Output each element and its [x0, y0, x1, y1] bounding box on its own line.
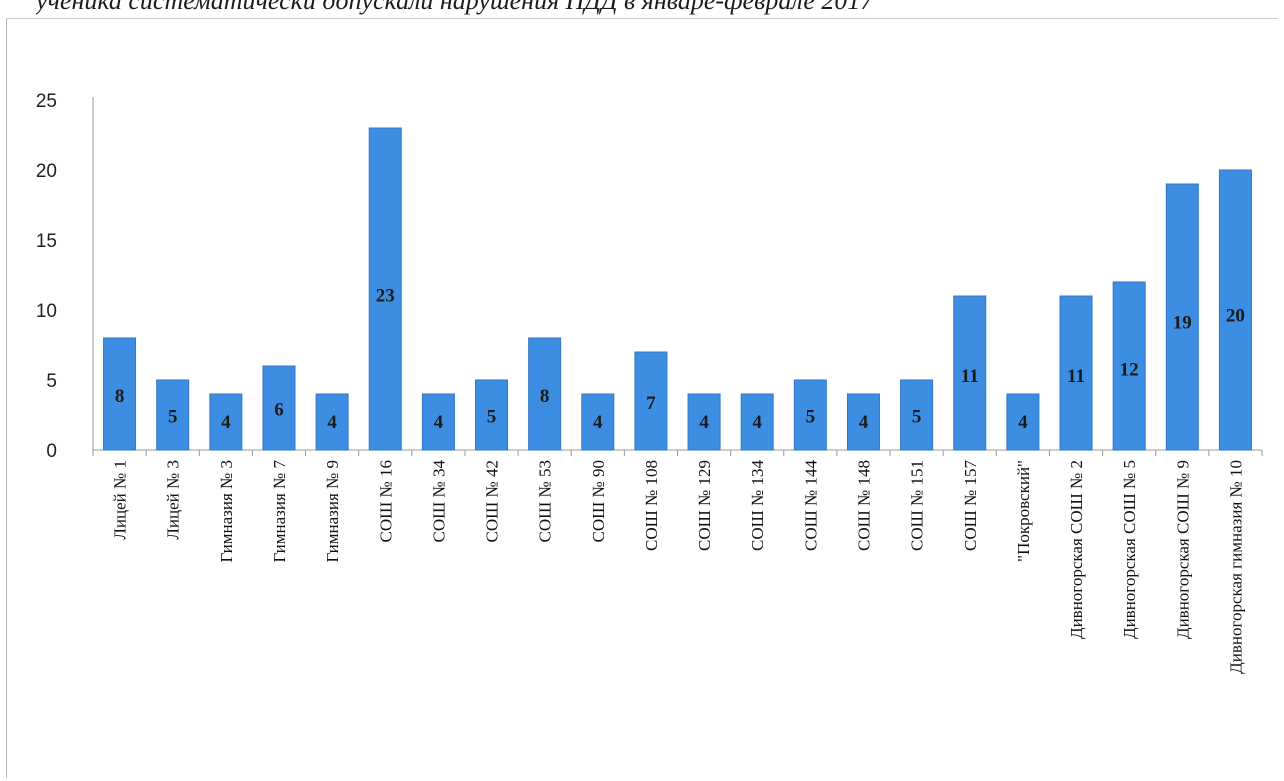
data-label: 19	[1173, 312, 1192, 333]
data-label: 4	[434, 412, 444, 433]
data-label: 23	[376, 285, 395, 306]
bar	[475, 379, 509, 451]
y-tick-label: 20	[36, 161, 57, 182]
data-label: 4	[327, 412, 337, 433]
bar	[846, 393, 880, 451]
data-label: 6	[274, 400, 284, 421]
bar	[793, 379, 827, 451]
bar	[1006, 393, 1040, 451]
data-label: 5	[912, 406, 922, 427]
bar	[740, 393, 774, 451]
data-label: 5	[487, 406, 497, 427]
x-tick-label: Дивногорская СОШ № 2	[1067, 460, 1086, 639]
data-label: 8	[115, 386, 125, 407]
data-label: 4	[1018, 412, 1028, 433]
chart-frame	[6, 18, 1278, 778]
bar	[1218, 169, 1252, 451]
x-tick-label: Гимназия № 3	[217, 460, 236, 563]
bar	[581, 393, 615, 451]
x-tick-label: СОШ № 90	[589, 460, 608, 543]
bar	[156, 379, 190, 451]
x-tick-label: СОШ № 53	[536, 460, 555, 543]
data-label: 4	[699, 412, 709, 433]
bar	[209, 393, 243, 451]
y-tick-label: 25	[36, 91, 57, 112]
x-tick-label: СОШ № 134	[748, 460, 767, 551]
data-label: 4	[859, 412, 869, 433]
data-label: 4	[593, 412, 603, 433]
y-tick-label: 15	[36, 231, 57, 252]
x-tick-label: СОШ № 148	[854, 460, 873, 551]
bar	[953, 295, 987, 451]
data-label: 4	[752, 412, 762, 433]
x-tick-label: Лицей № 1	[111, 460, 130, 540]
x-tick-label: Дивногорская СОШ № 5	[1120, 460, 1139, 639]
bar	[103, 337, 137, 451]
bar	[315, 393, 349, 451]
x-tick-label: СОШ № 129	[695, 460, 714, 551]
bar	[900, 379, 934, 451]
x-tick-label: СОШ № 42	[483, 460, 502, 543]
data-label: 20	[1226, 306, 1245, 327]
data-label: 5	[806, 406, 816, 427]
data-label: 11	[961, 366, 979, 387]
bar	[368, 127, 402, 451]
data-label: 11	[1067, 366, 1085, 387]
x-tick-label: СОШ № 144	[801, 460, 820, 551]
bar	[1059, 295, 1093, 451]
bar	[528, 337, 562, 451]
x-tick-label: Дивногорская СОШ № 9	[1173, 460, 1192, 639]
x-tick-label: СОШ № 34	[429, 460, 448, 543]
x-tick-label: Лицей № 3	[164, 460, 183, 540]
bar	[634, 351, 668, 451]
data-label: 5	[168, 406, 178, 427]
x-tick-label: Гимназия № 7	[270, 460, 289, 563]
bar	[1165, 183, 1199, 451]
data-label: 4	[221, 412, 231, 433]
bar	[262, 365, 296, 451]
x-tick-label: "Покровский"	[1014, 460, 1033, 562]
bar	[421, 393, 455, 451]
x-tick-label: СОШ № 16	[376, 460, 395, 543]
data-label: 7	[646, 393, 656, 414]
bar	[687, 393, 721, 451]
chart-caption: ученика систематически допускали нарушен…	[36, 0, 874, 15]
x-tick-label: Гимназия № 9	[323, 460, 342, 563]
y-tick-label: 0	[46, 441, 57, 462]
data-label: 8	[540, 386, 550, 407]
bar	[1112, 281, 1146, 451]
x-tick-label: СОШ № 151	[908, 460, 927, 551]
data-label: 12	[1120, 359, 1139, 380]
y-tick-label: 5	[46, 371, 57, 392]
x-tick-label: СОШ № 108	[642, 460, 661, 551]
x-tick-label: Дивногорская гимназия № 10	[1226, 460, 1245, 674]
x-tick-label: СОШ № 157	[961, 460, 980, 551]
y-tick-label: 10	[36, 301, 57, 322]
